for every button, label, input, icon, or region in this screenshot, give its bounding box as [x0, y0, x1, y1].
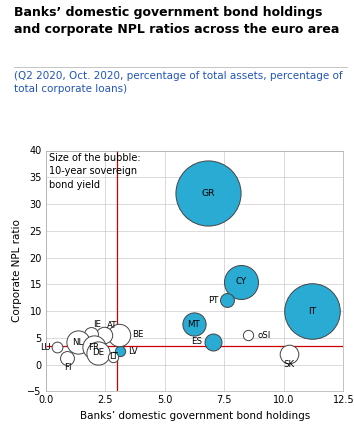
Text: SK: SK: [283, 360, 294, 369]
Point: [191, 321, 196, 328]
Y-axis label: Corporate NPL ratio: Corporate NPL ratio: [12, 219, 22, 322]
Point: [91, 344, 96, 351]
Point: [75, 339, 81, 346]
Point: [96, 349, 101, 356]
Point: [88, 330, 94, 337]
Text: NL: NL: [73, 338, 84, 347]
Point: [116, 332, 121, 338]
Text: DE: DE: [92, 348, 104, 357]
Text: IT: IT: [308, 307, 316, 316]
Text: PT: PT: [208, 296, 218, 305]
Point: [64, 355, 70, 362]
Point: [54, 344, 59, 351]
Point: [286, 350, 291, 357]
Text: Size of the bubble:
10-year sovereign
bond yield: Size of the bubble: 10-year sovereign bo…: [49, 153, 141, 190]
Text: IE: IE: [93, 319, 102, 329]
Text: LV: LV: [128, 347, 138, 356]
Text: FR: FR: [88, 343, 99, 352]
Text: BE: BE: [132, 330, 143, 339]
Point: [205, 190, 211, 197]
Text: ES: ES: [191, 337, 202, 346]
Text: FI: FI: [64, 363, 71, 372]
X-axis label: Banks’ domestic government bond holdings: Banks’ domestic government bond holdings: [80, 411, 310, 421]
Text: AT: AT: [107, 321, 118, 330]
Point: [238, 278, 244, 285]
Point: [210, 339, 215, 346]
Point: [310, 307, 315, 314]
Text: Banks’ domestic government bond holdings
and corporate NPL ratios across the eur: Banks’ domestic government bond holdings…: [14, 6, 339, 36]
Point: [102, 332, 107, 338]
Point: [117, 348, 122, 355]
Text: (Q2 2020, Oct. 2020, percentage of total assets, percentage of
total corporate l: (Q2 2020, Oct. 2020, percentage of total…: [14, 71, 343, 94]
Text: CY: CY: [235, 277, 247, 286]
Point: [110, 353, 115, 360]
Text: oSI: oSI: [257, 331, 270, 340]
Text: MT: MT: [187, 320, 200, 329]
Point: [224, 297, 230, 304]
Text: LT: LT: [109, 352, 118, 361]
Point: [245, 332, 251, 338]
Text: LU: LU: [40, 343, 51, 352]
Text: GR: GR: [201, 189, 215, 198]
